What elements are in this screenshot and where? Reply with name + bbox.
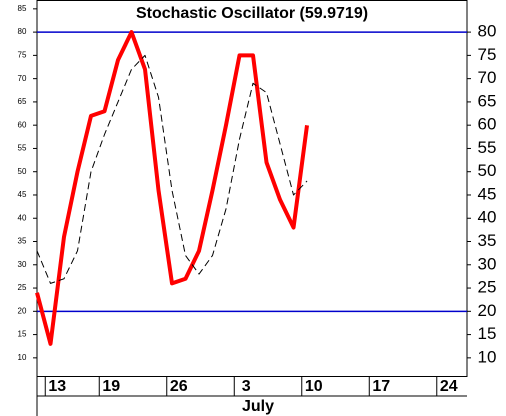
y-tick-label: 30 bbox=[18, 260, 27, 269]
y-tick-label: 40 bbox=[18, 213, 27, 222]
y2-tick-label: 40 bbox=[478, 208, 497, 227]
y2-tick-label: 80 bbox=[478, 22, 497, 41]
y-tick-label: 25 bbox=[18, 283, 27, 292]
y2-tick-label: 60 bbox=[478, 115, 497, 134]
y-tick-label: 60 bbox=[18, 120, 27, 129]
y2-tick-label: 15 bbox=[478, 324, 497, 343]
series-line bbox=[35, 30, 309, 346]
x-tick-label: 10 bbox=[305, 378, 323, 395]
x-tick-label: 3 bbox=[242, 378, 251, 395]
x-axis-label: July bbox=[242, 398, 274, 415]
y-tick-label: 10 bbox=[18, 353, 27, 362]
x-tick-label: 24 bbox=[440, 378, 458, 395]
y-tick-label: 75 bbox=[18, 50, 27, 59]
y2-tick-label: 25 bbox=[478, 278, 497, 297]
y-tick-label: 35 bbox=[18, 237, 27, 246]
y-tick-label: 20 bbox=[18, 306, 27, 315]
y2-tick-label: 45 bbox=[478, 184, 497, 203]
y-tick-label: 45 bbox=[18, 190, 27, 199]
y2-tick-label: 35 bbox=[478, 231, 497, 250]
y-tick-label: 85 bbox=[18, 4, 27, 13]
y-tick-label: 50 bbox=[18, 167, 27, 176]
x-tick-label: 13 bbox=[48, 378, 66, 395]
y2-tick-label: 70 bbox=[478, 68, 497, 87]
y2-tick-label: 75 bbox=[478, 45, 497, 64]
y2-tick-label: 50 bbox=[478, 161, 497, 180]
chart-title: Stochastic Oscillator (59.9719) bbox=[136, 5, 368, 22]
y2-tick-label: 10 bbox=[478, 347, 497, 366]
y2-tick-label: 30 bbox=[478, 254, 497, 273]
y2-tick-label: 20 bbox=[478, 301, 497, 320]
y2-tick-label: 55 bbox=[478, 138, 497, 157]
y-tick-label: 80 bbox=[18, 27, 27, 36]
x-tick-label: 17 bbox=[372, 378, 390, 395]
y-tick-label: 70 bbox=[18, 74, 27, 83]
x-tick-label: 26 bbox=[170, 378, 188, 395]
y2-tick-label: 65 bbox=[478, 91, 497, 110]
x-tick-label: 19 bbox=[102, 378, 120, 395]
series-line bbox=[36, 54, 308, 284]
y-tick-label: 65 bbox=[18, 97, 27, 106]
y-tick-label: 55 bbox=[18, 144, 27, 153]
y-tick-label: 15 bbox=[18, 330, 27, 339]
